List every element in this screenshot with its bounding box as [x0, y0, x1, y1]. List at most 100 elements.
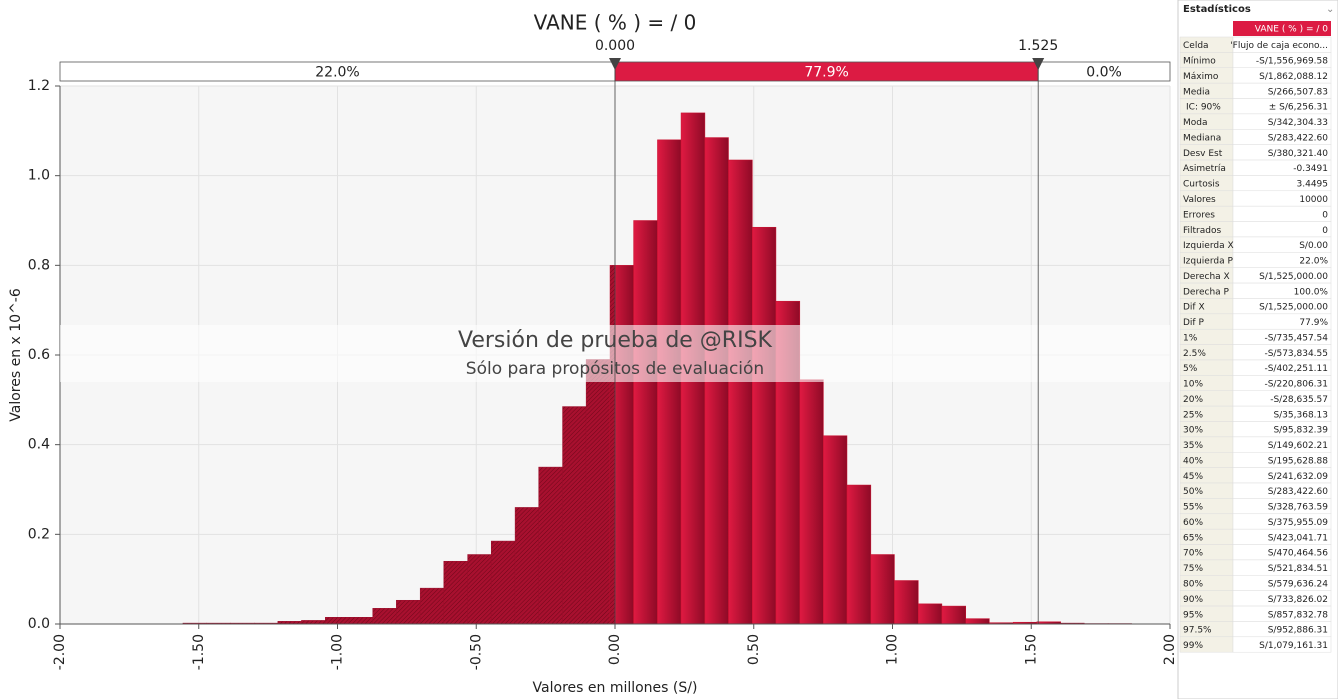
delimiter-label: 1.525 [1018, 38, 1058, 54]
stat-value: S/241,632.09 [1268, 472, 1329, 482]
stat-label: 25% [1183, 410, 1203, 420]
bar [348, 617, 373, 625]
stat-label: Media [1183, 87, 1210, 97]
chart-title: VANE ( % ) = / 0 [534, 11, 697, 35]
x-tick-label: 1.00 [885, 634, 901, 665]
bar [870, 554, 895, 625]
stat-value: S/952,886.31 [1268, 626, 1328, 636]
delimiter-handle [1032, 58, 1045, 70]
bar [514, 507, 539, 625]
stat-label: 1% [1183, 333, 1198, 343]
bar [396, 599, 421, 625]
bar [467, 554, 492, 625]
bar [799, 379, 824, 625]
value-cell [1232, 636, 1332, 653]
stat-label: 50% [1183, 487, 1203, 497]
bar [443, 560, 468, 625]
bar [419, 587, 445, 625]
stat-label: Valores [1183, 195, 1216, 205]
stat-value: 77.9% [1299, 318, 1328, 328]
stat-label: 97.5% [1183, 626, 1212, 636]
stat-label: Desv Est [1183, 149, 1223, 159]
y-tick-label: 0.4 [28, 437, 50, 453]
stat-label: Mediana [1183, 133, 1221, 143]
stat-label: Dif P [1183, 318, 1204, 328]
stat-label: Errores [1183, 210, 1215, 220]
x-tick-label: -1.00 [330, 634, 346, 670]
stat-value: 3.4495 [1297, 180, 1329, 190]
stat-label: 90% [1183, 595, 1203, 605]
stat-label: 45% [1183, 472, 1203, 482]
stat-value: S/1,862,088.12 [1259, 72, 1328, 82]
stat-label: 80% [1183, 579, 1203, 589]
stat-value: -S/220,806.31 [1264, 380, 1328, 390]
stat-value: S/195,628.88 [1268, 456, 1329, 466]
bar [728, 159, 753, 625]
bar [941, 605, 967, 625]
stat-value: S/423,041.71 [1268, 533, 1328, 543]
bar [633, 220, 658, 625]
stat-label: Izquierda X [1183, 241, 1234, 251]
stat-label: 55% [1183, 503, 1203, 513]
stat-value: -S/1,556,969.58 [1256, 57, 1328, 67]
y-axis-label: Valores en x 10^-6 [8, 288, 24, 422]
stat-label: 20% [1183, 395, 1203, 405]
y-tick-label: 0.0 [28, 616, 50, 632]
bar [301, 620, 326, 625]
x-tick-label: 1.50 [1023, 634, 1039, 665]
stat-value: S/470,464.56 [1268, 549, 1329, 559]
stat-label: Mínimo [1183, 57, 1216, 67]
stat-label: Celda [1183, 41, 1209, 51]
y-tick-label: 0.6 [28, 347, 50, 363]
stat-label: 65% [1183, 533, 1203, 543]
region-label: 77.9% [804, 65, 848, 81]
stat-value: -S/735,457.54 [1264, 333, 1328, 343]
stat-label: IC: 90% [1186, 103, 1221, 113]
x-tick-label: 0.50 [746, 634, 762, 665]
stat-label: 40% [1183, 456, 1203, 466]
stat-label: 10% [1183, 380, 1203, 390]
stat-value: -S/402,251.11 [1264, 364, 1328, 374]
stat-label: Moda [1183, 118, 1208, 128]
bar [585, 359, 611, 625]
y-tick-label: 1.2 [28, 78, 50, 94]
stat-label: 60% [1183, 518, 1203, 528]
stat-value: S/579,636.24 [1268, 579, 1329, 589]
bar [490, 540, 516, 625]
stat-value: -0.3491 [1293, 164, 1328, 174]
x-tick-label: 0.00 [607, 634, 623, 665]
region-label: 0.0% [1086, 65, 1122, 81]
bar [918, 603, 943, 625]
stat-value: S/266,507.83 [1268, 87, 1328, 97]
stat-label: 70% [1183, 549, 1203, 559]
value-cell [1232, 221, 1332, 238]
stat-label: 30% [1183, 426, 1203, 436]
bar [894, 580, 919, 625]
stat-value: ± S/6,256.31 [1269, 103, 1328, 113]
delimiter-handle [609, 58, 621, 70]
bar [562, 406, 587, 625]
bar [538, 466, 563, 625]
stat-value: S/380,321.40 [1268, 149, 1329, 159]
chevron[interactable]: ⌄ [1326, 4, 1334, 15]
x-axis-label: Valores en millones (S/) [533, 680, 698, 696]
stat-value: 0 [1322, 226, 1328, 236]
stat-value: S/149,602.21 [1268, 441, 1328, 451]
stat-value: S/0.00 [1299, 241, 1328, 251]
stat-label: Derecha X [1183, 272, 1230, 282]
y-tick-label: 1.0 [28, 168, 50, 184]
stat-label: Máximo [1183, 72, 1219, 82]
stat-label: 75% [1183, 564, 1203, 574]
column-header-bg [1233, 21, 1331, 36]
stat-value: 'Flujo de caja econo... [1230, 41, 1328, 51]
x-tick-label: -2.00 [52, 634, 68, 670]
bar-shade [610, 265, 615, 624]
stat-value: S/95,832.39 [1273, 426, 1328, 436]
delimiter-label: 0.000 [595, 38, 635, 54]
stat-value: 10000 [1299, 195, 1328, 205]
bar [823, 435, 848, 625]
stat-value: -S/573,834.55 [1264, 349, 1328, 359]
x-tick-label: -1.50 [191, 634, 207, 670]
stat-label: Dif X [1183, 303, 1205, 313]
